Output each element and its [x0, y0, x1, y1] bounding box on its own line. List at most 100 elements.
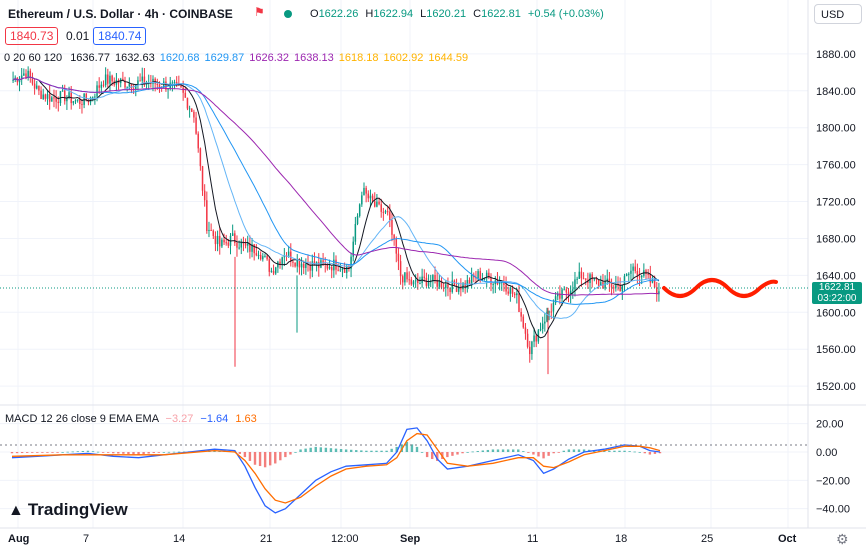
candle-body [640, 275, 643, 278]
candle-body [533, 335, 535, 342]
price-tick: 1680.00 [816, 233, 856, 245]
candle-body [156, 84, 159, 86]
candle-body [423, 276, 426, 278]
signal-line [11, 432, 661, 504]
candle-body [320, 260, 322, 268]
candle-body [619, 285, 621, 292]
candle-body [210, 229, 212, 231]
candle-body [31, 77, 34, 84]
macd-histogram-bar [365, 450, 368, 452]
candles-layer [12, 66, 660, 375]
current-price-tag: 1622.81 03:22:00 [812, 282, 862, 304]
macd-histogram-bar [511, 449, 515, 452]
candle-body [470, 274, 473, 285]
candle-body [300, 263, 303, 268]
macd-histogram-bar [258, 452, 262, 467]
candle-body [281, 257, 283, 265]
candle-body [33, 83, 36, 89]
candle-body [576, 278, 578, 280]
time-tick: Sep [400, 533, 421, 545]
ohlc-readout: O1622.26 H1622.94 L1620.21 C1622.81 +0.5… [306, 8, 604, 20]
time-tick: 11 [527, 533, 539, 545]
candle-body [139, 80, 141, 82]
candle-body [483, 278, 486, 280]
candle-body [343, 268, 346, 273]
candle-body [535, 335, 537, 342]
candle-body [550, 311, 553, 313]
time-tick: 12:00 [331, 533, 359, 545]
candle-body [386, 211, 389, 213]
macd-histogram-bar [542, 452, 545, 459]
ohlc-open-value: 1622.26 [318, 8, 359, 20]
candle-body [212, 230, 215, 236]
candle-body [79, 99, 81, 105]
price-axis: 1880.00 1840.00 1800.00 1760.00 1720.00 1680.… [816, 49, 856, 393]
macd-histogram-bar [36, 452, 39, 453]
candle-body [302, 263, 305, 268]
macd-hist-value: −3.27 [165, 413, 194, 425]
flag-icon[interactable]: ⚑ [254, 5, 265, 19]
candle-body [27, 70, 29, 78]
candle-body [346, 266, 348, 273]
ma-value-1: 1632.63 [114, 52, 155, 64]
ohlc-high-key: H [365, 8, 374, 20]
buy-button[interactable]: 1840.74 [93, 27, 147, 45]
macd-histogram-bar [466, 452, 469, 453]
macd-legend[interactable]: MACD 12 26 close 9 EMA EMA −3.27 −1.64 1… [5, 413, 257, 425]
candle-body [401, 276, 404, 283]
candle-body [578, 271, 581, 279]
candle-body [460, 286, 462, 290]
candle-body [244, 243, 247, 246]
candle-body [656, 287, 658, 295]
macd-histogram-bar [182, 451, 186, 453]
candle-body [137, 80, 139, 85]
candle-body [479, 271, 481, 281]
candle-body [615, 285, 617, 288]
tradingview-logo[interactable]: ▲ TradingView [8, 500, 128, 520]
macd-histogram-bar [395, 446, 398, 452]
candle-body [193, 111, 195, 118]
macd-histogram-bar [41, 452, 44, 453]
macd-histogram-bar [263, 452, 267, 468]
candle-body [464, 282, 466, 289]
ma-legend[interactable]: 0 20 60 120 1636.77 1632.63 1620.68 1629.87… [4, 52, 468, 64]
candle-body [81, 104, 83, 106]
macd-line-value: −1.64 [200, 413, 229, 425]
macd-histogram-bar [501, 449, 505, 452]
ma-line-1 [12, 76, 659, 319]
macd-histogram-bar [562, 450, 566, 452]
candle-body [274, 267, 277, 274]
candle-body [225, 242, 227, 244]
candle-body [365, 187, 367, 194]
candle-body [68, 92, 70, 98]
candle-body [376, 201, 378, 207]
ma-value-2: 1620.68 [159, 52, 200, 64]
macd-histogram-bar [101, 452, 105, 453]
candle-body [395, 239, 398, 254]
currency-select[interactable]: USD [814, 4, 862, 24]
macd-histogram-bar [567, 449, 571, 452]
macd-histogram-bar [420, 452, 424, 453]
candle-body [457, 286, 460, 292]
candle-body [292, 261, 294, 263]
macd-histogram-bar [339, 449, 343, 452]
symbol-title[interactable]: Ethereum / U.S. Dollar · 4h · COINBASE [8, 7, 233, 21]
macd-legend-label: MACD 12 26 close 9 EMA EMA [5, 413, 159, 425]
candle-body [264, 255, 266, 257]
sell-button[interactable]: 1840.73 [5, 27, 59, 45]
time-tick: Oct [778, 533, 797, 545]
macd-histogram-bar [349, 449, 353, 452]
gear-icon[interactable]: ⚙ [836, 531, 849, 547]
candle-body [541, 323, 544, 330]
macd-histogram-bar [603, 450, 606, 452]
candle-body [438, 280, 441, 287]
price-tick: 1600.00 [816, 307, 856, 319]
candle-body [556, 293, 559, 297]
macd-histogram-bar [122, 452, 125, 454]
candle-body [36, 85, 38, 89]
macd-histogram-bar [577, 449, 581, 452]
candle-body [597, 279, 600, 286]
ohlc-high-value: 1622.94 [373, 8, 414, 20]
price-tick: 1760.00 [816, 160, 856, 172]
